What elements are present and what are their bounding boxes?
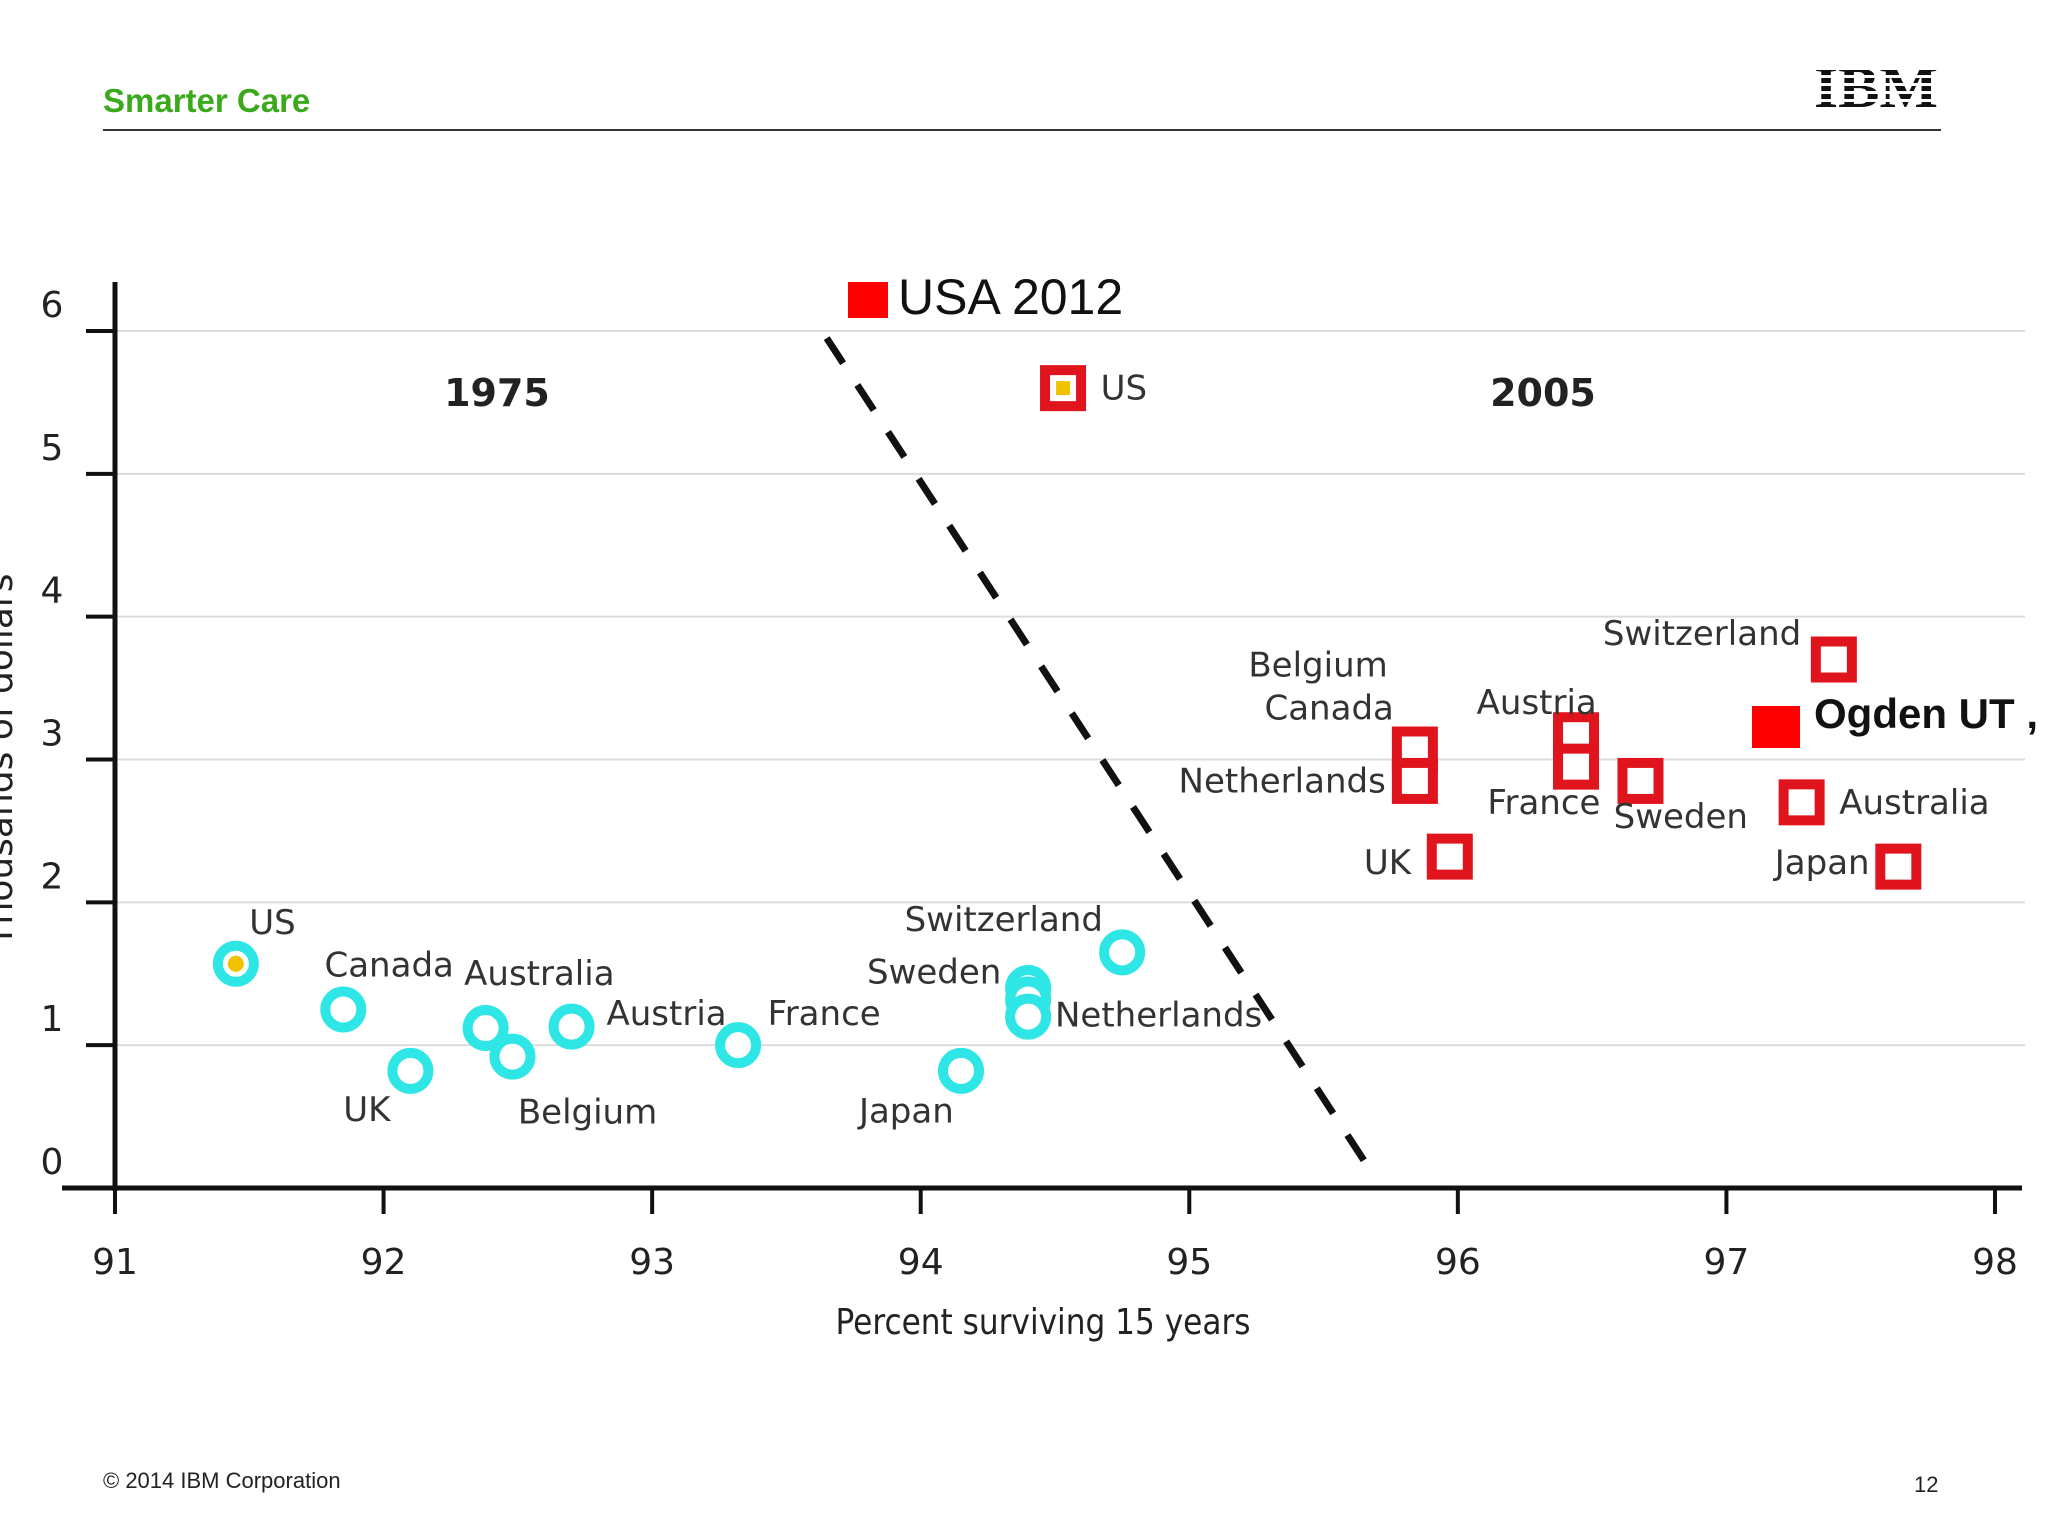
y-tick-label-2: 2 (41, 856, 64, 897)
x-tick-label-96: 96 (1435, 1242, 1481, 1283)
point-1975-france (938, 1047, 984, 1094)
point-1975-netherlands (1005, 993, 1052, 1040)
label-1975-us: US (249, 903, 295, 943)
label-2005-australia: Australia (1839, 783, 1989, 823)
point-2005-uk (1426, 833, 1473, 880)
annotation-usa-2012-marker (848, 282, 888, 318)
label-2005-us: US (1101, 369, 1147, 409)
y-tick-label-4: 4 (41, 571, 64, 612)
point-1975-canada (320, 986, 367, 1033)
label-2005-france: France (1487, 783, 1600, 823)
header-rule (103, 129, 1941, 131)
y-tick-label-0: 0 (41, 1142, 64, 1183)
page-number: 12 (1914, 1472, 1939, 1497)
x-tick-label-98: 98 (1972, 1242, 2018, 1283)
point-2005-us-center (1056, 381, 1071, 396)
point-1975-us-center (227, 955, 244, 972)
annotation-usa-2012-text: USA 2012 (898, 269, 1123, 325)
label-2005-austria: Austria (1477, 683, 1597, 723)
label-1975-netherlands: Netherlands (1055, 996, 1262, 1036)
era-label-2005: 2005 (1490, 371, 1596, 415)
y-tick-label-5: 5 (41, 428, 64, 469)
point-1975-austria (715, 1022, 762, 1069)
label-1975-sweden: Sweden (867, 953, 1001, 993)
label-2005-sweden: Sweden (1614, 797, 1748, 837)
ibm-logo: IBM (1814, 62, 1938, 107)
point-1975-belgium (548, 1003, 595, 1050)
label-1975-austria: Austria (606, 994, 726, 1034)
survival-cost-scatter-chart: 0 1 2 3 4 5 6 91 92 93 94 95 96 97 98 Percent surviving… (0, 269, 2038, 1343)
point-1975-unlabeled-3 (462, 1005, 509, 1052)
point-2005-canada (1391, 757, 1438, 804)
point-1975-uk (387, 1047, 434, 1094)
point-2005-france (1553, 743, 1600, 790)
x-tick-label-91: 91 (92, 1242, 138, 1283)
x-tick-label-93: 93 (629, 1242, 675, 1283)
point-1975-australia (489, 1033, 536, 1080)
label-2005-netherlands: Netherlands (1179, 761, 1386, 801)
point-2005-australia (1778, 779, 1825, 826)
annotation-ogden-marker (1752, 706, 1800, 748)
label-2005-japan: Japan (1773, 843, 1870, 883)
x-tick-label-95: 95 (1166, 1242, 1212, 1283)
label-1975-canada: Canada (324, 946, 453, 986)
label-1975-japan: Japan (857, 1091, 954, 1131)
era-label-1975: 1975 (444, 371, 550, 415)
slide-title: Smarter Care (103, 82, 311, 119)
point-2005-japan (1875, 843, 1922, 890)
label-2005-canada: Canada (1264, 689, 1393, 729)
x-tick-label-97: 97 (1704, 1242, 1750, 1283)
label-2005-belgium: Belgium (1248, 646, 1387, 686)
copyright-text: © 2014 IBM Corporation (103, 1468, 341, 1493)
point-2005-switzerland (1810, 636, 1857, 683)
label-1975-switzerland: Switzerland (905, 900, 1103, 940)
annotation-ogden-text: Ogden UT , (1814, 690, 2038, 737)
x-tick-label-92: 92 (361, 1242, 407, 1283)
y-tick-label-1: 1 (41, 999, 64, 1040)
label-1975-belgium: Belgium (518, 1093, 657, 1133)
label-1975-uk: UK (343, 1090, 392, 1130)
point-1975-switzerland (1099, 929, 1146, 976)
label-1975-australia: Australia (464, 954, 614, 994)
y-axis-title: Thousands of dollars (0, 574, 21, 948)
label-2005-uk: UK (1364, 843, 1413, 883)
label-1975-france: France (768, 994, 881, 1034)
x-tick-label-94: 94 (898, 1242, 944, 1283)
x-axis-title: Percent surviving 15 years (836, 1302, 1251, 1343)
y-tick-label-3: 3 (41, 714, 64, 755)
point-2005-sweden (1617, 757, 1664, 804)
label-2005-switzerland: Switzerland (1603, 614, 1801, 654)
y-tick-label-6: 6 (41, 285, 64, 326)
